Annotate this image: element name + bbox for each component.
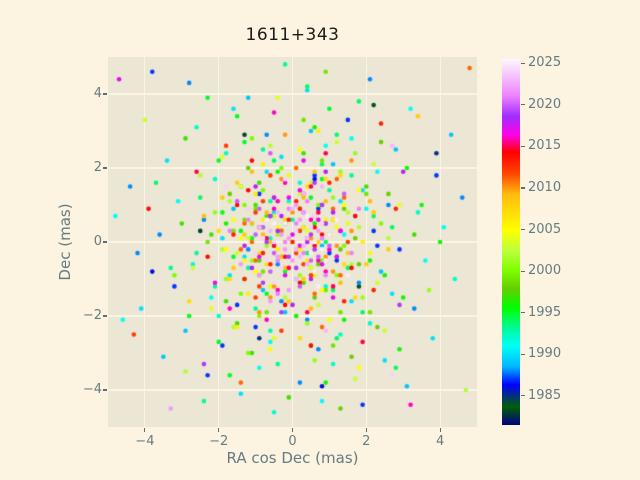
x-tick-label: 4 (435, 434, 445, 449)
y-tick-mark (103, 93, 107, 95)
y-tick-label: −4 (82, 382, 102, 397)
colorbar-tick-label: 1990 (528, 346, 562, 362)
y-tick-label: 4 (93, 86, 102, 101)
y-tick-mark (103, 315, 107, 317)
colorbar-tick-mark (521, 270, 525, 272)
colorbar-tick-label: 2025 (528, 55, 562, 71)
x-tick-label: −4 (135, 434, 155, 449)
x-tick-mark (439, 428, 441, 432)
colorbar-tick-mark (521, 312, 525, 314)
colorbar-tick-label: 1985 (528, 387, 562, 403)
y-tick-mark (103, 389, 107, 391)
colorbar-tick-label: 2000 (528, 263, 562, 279)
colorbar-tick-mark (521, 228, 525, 231)
colorbar-tick-label: 2020 (528, 96, 562, 112)
colorbar-tick-mark (521, 353, 525, 355)
y-tick-label: −2 (82, 308, 102, 323)
colorbar-tick-mark (521, 145, 525, 147)
x-tick-label: 0 (288, 434, 297, 449)
colorbar-tick-mark (521, 395, 525, 397)
y-tick-label: 0 (93, 234, 102, 249)
colorbar-tick-mark (521, 62, 525, 64)
scatter-points-canvas (108, 57, 477, 427)
x-tick-mark (365, 428, 367, 432)
y-tick-mark (103, 167, 107, 169)
x-tick-mark (144, 428, 146, 432)
y-tick-mark (103, 241, 107, 243)
colorbar-tick-label: 2010 (528, 179, 562, 195)
x-tick-mark (291, 428, 294, 432)
colorbar-tick-label: 1995 (528, 304, 562, 320)
x-tick-mark (218, 428, 220, 432)
colorbar-tick-label: 2015 (528, 138, 562, 154)
colorbar-tick-mark (521, 187, 525, 189)
colorbar-tick-mark (521, 104, 525, 106)
colorbar-tick-label: 2005 (528, 221, 562, 237)
plot-title: 1611+343 (245, 25, 340, 45)
x-axis-label: RA cos Dec (mas) (226, 449, 359, 467)
x-tick-label: 2 (362, 434, 371, 449)
y-tick-label: 2 (93, 160, 102, 175)
x-tick-label: −2 (209, 434, 229, 449)
colorbar (502, 59, 520, 425)
